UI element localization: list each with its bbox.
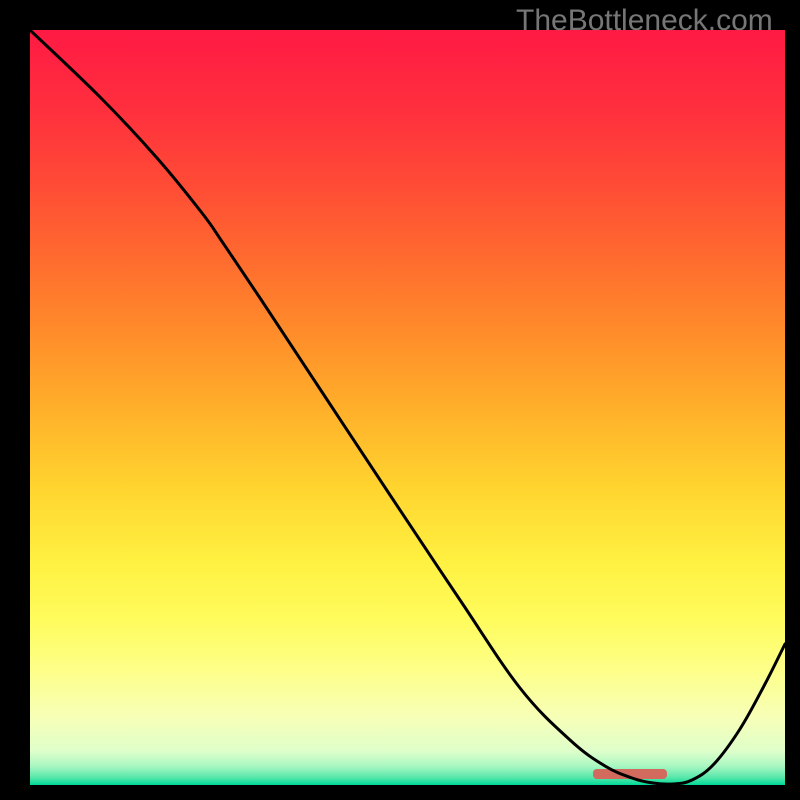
chart-container: TheBottleneck.com (0, 0, 800, 800)
curve-layer (30, 30, 785, 785)
plot-area (30, 30, 785, 785)
watermark-text: TheBottleneck.com (516, 4, 773, 38)
bottleneck-curve (30, 30, 785, 784)
